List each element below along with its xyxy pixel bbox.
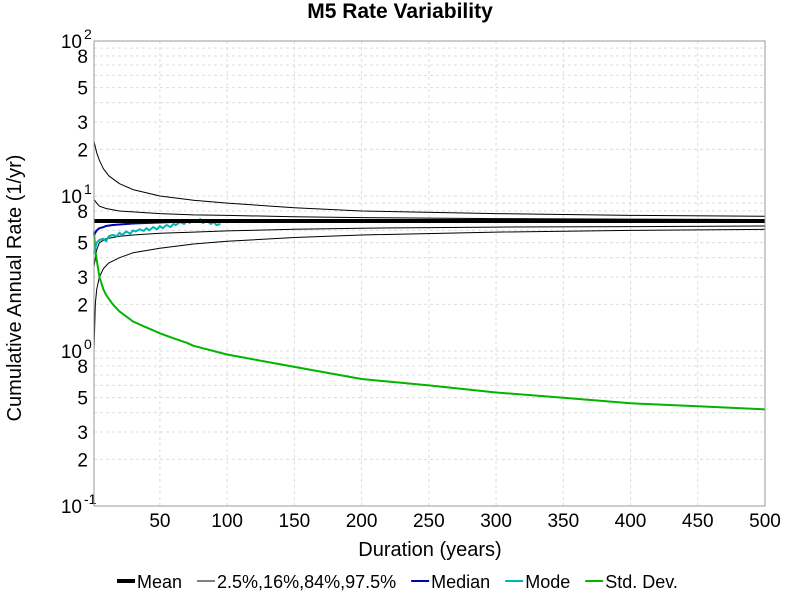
legend-label-mode: Mode <box>525 572 570 592</box>
x-tick-label: 300 <box>480 511 512 532</box>
y-tick-label-minor: 3 <box>77 268 88 289</box>
series-std-dev-line <box>93 231 766 411</box>
y-tick-label-minor: 2 <box>77 140 88 161</box>
plot-border <box>93 40 766 507</box>
x-tick-label: 450 <box>682 511 714 532</box>
x-tick-label: 100 <box>211 511 243 532</box>
x-tick-label: 150 <box>279 511 311 532</box>
y-tick-exponent: 0 <box>84 336 92 352</box>
x-tick-label: 50 <box>149 511 170 532</box>
x-tick-label: 500 <box>749 511 781 532</box>
x-tick-label: 400 <box>615 511 647 532</box>
series-2-5-16-84-97-5-line-3 <box>93 225 766 267</box>
y-tick-label-minor: 5 <box>77 79 88 100</box>
y-tick-label: 10 <box>61 32 82 53</box>
x-axis-label: Duration (years) <box>358 539 501 561</box>
legend-label-std-dev: Std. Dev. <box>605 572 678 592</box>
y-tick-exponent: 2 <box>84 26 92 42</box>
x-tick-label: 350 <box>547 511 579 532</box>
y-tick-label-minor: 8 <box>77 357 88 378</box>
y-tick-label-minor: 2 <box>77 450 88 471</box>
x-tick-label: 200 <box>346 511 378 532</box>
series-layer <box>93 141 766 411</box>
legend-label-2-5-16-84-97-5: 2.5%,16%,84%,97.5% <box>217 572 396 592</box>
y-tick-label-minor: 5 <box>77 234 88 255</box>
series-2-5-16-84-97-5-line-1 <box>93 141 766 217</box>
y-tick-label: 10 <box>61 497 82 518</box>
chart-title: M5 Rate Variability <box>307 0 493 23</box>
series-2-5-16-84-97-5-line-2 <box>93 199 766 220</box>
x-axis-ticks: 50 100 150 200 250 300 350 400 450 500 <box>149 511 781 532</box>
y-tick-label-minor: 2 <box>77 295 88 316</box>
y-tick-label: 10 <box>61 187 82 208</box>
y-tick-exponent: 1 <box>84 181 92 197</box>
legend-label-median: Median <box>431 572 490 592</box>
legend-label-mean: Mean <box>137 572 182 592</box>
y-axis-label: Cumulative Annual Rate (1/yr) <box>4 155 26 422</box>
legend: Mean 2.5%,16%,84%,97.5% Median Mode Std. Dev… <box>117 572 678 592</box>
x-tick-label: 250 <box>413 511 445 532</box>
plot-area <box>94 41 765 506</box>
y-tick-label: 10 <box>61 342 82 363</box>
y-tick-label-minor: 8 <box>77 47 88 68</box>
series-2-5-16-84-97-5-line-4 <box>93 228 766 352</box>
y-tick-label-minor: 3 <box>77 423 88 444</box>
y-tick-exponent: -1 <box>84 491 97 507</box>
y-tick-label-minor: 5 <box>77 389 88 410</box>
y-tick-label-minor: 3 <box>77 113 88 134</box>
y-tick-label-minor: 8 <box>77 202 88 223</box>
